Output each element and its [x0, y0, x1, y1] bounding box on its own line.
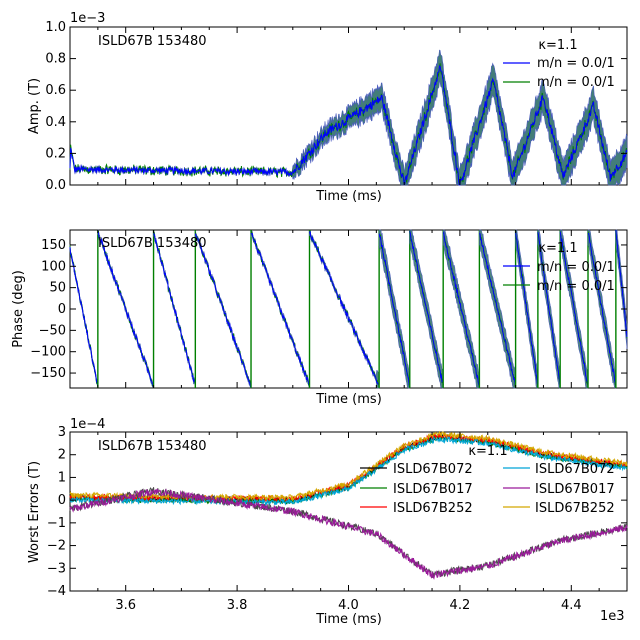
amplitude-offset-label: 1e−3: [70, 11, 105, 26]
worst-errors-xticks: 3.6 3.8 4.0 4.2 4.4: [69, 432, 628, 613]
amplitude-legend-title: κ=1.1: [538, 38, 577, 53]
phase-panel: 150 100 50 0 −50 −100 −150 ISLD67B 153480 Phas…: [11, 229, 628, 407]
amplitude-xticks: [69, 27, 628, 185]
amplitude-traces: [69, 49, 628, 186]
worst-errors-series-isld67b072-cyan: [69, 435, 628, 507]
worst-errors-panel: 3 2 1 0 −1 −2 −3 −4 3.6 3.8 4.0 4.2 4.4 1e−4 1e3 IS…: [27, 417, 628, 627]
phase-series-blue: [194, 233, 252, 388]
phase-series-blue: [378, 233, 411, 388]
phase-legend-label-blue: m/n = 0.0/1: [537, 260, 615, 275]
phase-series-blue: [97, 231, 155, 389]
worst-errors-legend-title: κ=1.1: [468, 444, 507, 459]
ytick-label: 0.6: [45, 83, 66, 98]
worst-errors-legend-label-1: ISLD67B072: [393, 462, 473, 477]
phase-xticks: [69, 230, 628, 388]
phase-legend-title: κ=1.1: [538, 241, 577, 256]
phase-traces: [69, 229, 628, 389]
phase-series-blue: [615, 229, 628, 338]
xtick-label: 4.0: [338, 598, 359, 613]
ytick-label: −100: [30, 345, 66, 360]
phase-series-blue: [409, 231, 444, 386]
ytick-label: −4: [47, 584, 66, 599]
phase-panel-title: ISLD67B 153480: [98, 236, 207, 251]
phase-xlabel: Time (ms): [315, 392, 382, 407]
phase-series-blue: [250, 232, 310, 386]
phase-series-blue: [515, 231, 539, 386]
xtick-label: 3.6: [115, 598, 136, 613]
amplitude-legend-label-green: m/n = 0.0/1: [537, 75, 615, 90]
phase-series-blue: [69, 247, 99, 386]
worst-errors-series-isld67b017-magenta: [69, 488, 628, 580]
amplitude-xlabel: Time (ms): [315, 189, 382, 204]
xtick-label: 4.4: [561, 598, 582, 613]
ytick-label: 3: [58, 425, 66, 440]
ytick-label: 150: [41, 238, 66, 253]
phase-series-blue: [587, 232, 617, 386]
worst-errors-legend-label-5: ISLD67B017: [535, 482, 615, 497]
ytick-label: 0: [58, 302, 66, 317]
phase-legend: κ=1.1 m/n = 0.0/1 m/n = 0.0/1: [503, 241, 615, 294]
ytick-label: −1: [47, 516, 66, 531]
ytick-label: 50: [49, 281, 66, 296]
worst-errors-legend-label-4: ISLD67B072: [535, 462, 615, 477]
amplitude-panel: 0.0 0.2 0.4 0.6 0.8 1.0 1e−3 ISLD67B 153480 A…: [27, 11, 628, 204]
phase-yticks: 150 100 50 0 −50 −100 −150: [30, 238, 627, 381]
ytick-label: 0.2: [45, 146, 66, 161]
worst-errors-panel-title: ISLD67B 153480: [98, 439, 207, 454]
ytick-label: −150: [30, 366, 66, 381]
phase-series-blue: [309, 231, 380, 387]
worst-errors-traces: [69, 430, 628, 580]
worst-errors-axes-frame: [69, 431, 628, 592]
ytick-label: −50: [39, 323, 66, 338]
ytick-label: 2: [58, 448, 66, 463]
ytick-label: 0: [58, 493, 66, 508]
worst-errors-legend-label-3: ISLD67B252: [393, 501, 473, 516]
amplitude-panel-title: ISLD67B 153480: [98, 34, 207, 49]
worst-errors-offset-label: 1e−4: [70, 417, 105, 432]
worst-errors-xlabel: Time (ms): [315, 612, 382, 627]
amplitude-legend: κ=1.1 m/n = 0.0/1 m/n = 0.0/1: [503, 38, 615, 90]
ytick-label: 100: [41, 259, 66, 274]
ytick-label: 0.0: [45, 178, 66, 193]
phase-series-blue: [479, 232, 517, 387]
ytick-label: −3: [47, 561, 66, 576]
phase-series-blue: [537, 232, 561, 388]
worst-errors-x-offset-label: 1e3: [600, 609, 625, 624]
ytick-label: 0.4: [45, 115, 66, 130]
ytick-label: 0.8: [45, 52, 66, 67]
amplitude-yticks: 0.0 0.2 0.4 0.6 0.8 1.0: [45, 20, 627, 193]
ytick-label: 1.0: [45, 20, 66, 35]
worst-errors-series-isld67b252-gold: [69, 430, 628, 502]
phase-series-blue: [442, 231, 480, 387]
xtick-label: 4.2: [450, 598, 471, 613]
phase-ylabel: Phase (deg): [11, 270, 26, 348]
ytick-label: −2: [47, 539, 66, 554]
phase-legend-label-green: m/n = 0.0/1: [537, 279, 615, 294]
phase-series-blue: [153, 233, 196, 384]
worst-errors-ylabel: Worst Errors (T): [27, 461, 42, 563]
phase-series-blue: [559, 231, 589, 386]
worst-errors-legend-label-2: ISLD67B017: [393, 482, 473, 497]
amplitude-series-blue: [69, 65, 628, 186]
amplitude-ylabel: Amp. (T): [27, 78, 42, 134]
ytick-label: 1: [58, 470, 66, 485]
amplitude-legend-label-blue: m/n = 0.0/1: [537, 56, 615, 71]
xtick-label: 3.8: [227, 598, 248, 613]
worst-errors-yticks: 3 2 1 0 −1 −2 −3 −4: [47, 425, 627, 599]
worst-errors-legend: κ=1.1 ISLD67B072 ISLD67B017 ISLD67B252 I…: [360, 444, 615, 516]
worst-errors-legend-label-6: ISLD67B252: [535, 501, 615, 516]
